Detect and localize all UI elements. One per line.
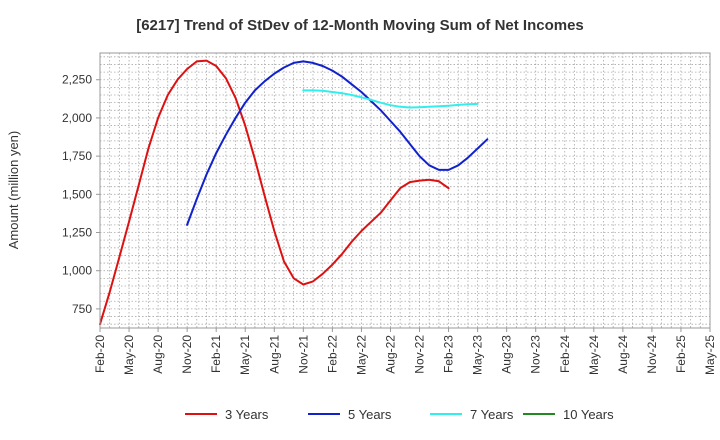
chart-title: [6217] Trend of StDev of 12-Month Moving… (136, 17, 584, 34)
legend: 3 Years 5 Years 7 Years 10 Years (185, 407, 614, 422)
y-tick-label: 2,000 (62, 111, 92, 125)
x-tick-label: Feb-25 (674, 335, 688, 373)
plot-area (100, 53, 710, 328)
y-tick-label: 1,250 (62, 226, 92, 240)
x-tick-label: Nov-20 (180, 335, 194, 374)
y-axis-label: Amount (million yen) (6, 131, 21, 250)
x-tick-label: May-22 (354, 335, 368, 375)
x-tick-label: Nov-22 (413, 335, 427, 374)
legend-label: 10 Years (563, 407, 614, 422)
y-axis: 750 1,000 1,250 1,500 1,750 2,000 2,250 (62, 73, 100, 316)
x-tick-label: Aug-22 (383, 335, 397, 374)
x-tick-label: Feb-23 (442, 335, 456, 373)
x-tick-label: Aug-21 (267, 335, 281, 374)
y-tick-label: 1,000 (62, 264, 92, 278)
x-tick-label: Nov-24 (645, 335, 659, 374)
x-tick-label: May-21 (238, 335, 252, 375)
x-tick-label: May-20 (122, 335, 136, 375)
x-tick-label: May-25 (703, 335, 717, 375)
x-tick-label: Feb-24 (558, 335, 572, 373)
y-tick-label: 750 (72, 302, 92, 316)
legend-label: 5 Years (348, 407, 392, 422)
x-axis: Feb-20 May-20 Aug-20 Nov-20 Feb-21 May-21 Aug-… (93, 328, 717, 375)
series-layer (99, 59, 489, 326)
series-line-1 (99, 59, 450, 326)
x-tick-label: Nov-21 (296, 335, 310, 374)
x-tick-label: Aug-24 (616, 335, 630, 374)
x-tick-label: Feb-21 (209, 335, 223, 373)
series-line-2 (186, 60, 489, 226)
legend-label: 7 Years (470, 407, 514, 422)
x-tick-label: Aug-20 (151, 335, 165, 374)
x-tick-label: May-24 (587, 335, 601, 375)
x-tick-label: Nov-23 (529, 335, 543, 374)
series-line-3 (302, 89, 479, 109)
x-tick-label: Aug-23 (500, 335, 514, 374)
x-tick-label: Feb-20 (93, 335, 107, 373)
legend-label: 3 Years (225, 407, 269, 422)
gridlines (100, 53, 710, 328)
y-tick-label: 1,500 (62, 187, 92, 201)
y-tick-label: 1,750 (62, 149, 92, 163)
x-tick-label: Feb-22 (325, 335, 339, 373)
plot-border (99, 52, 711, 329)
x-tick-label: May-23 (471, 335, 485, 375)
y-tick-label: 2,250 (62, 73, 92, 87)
